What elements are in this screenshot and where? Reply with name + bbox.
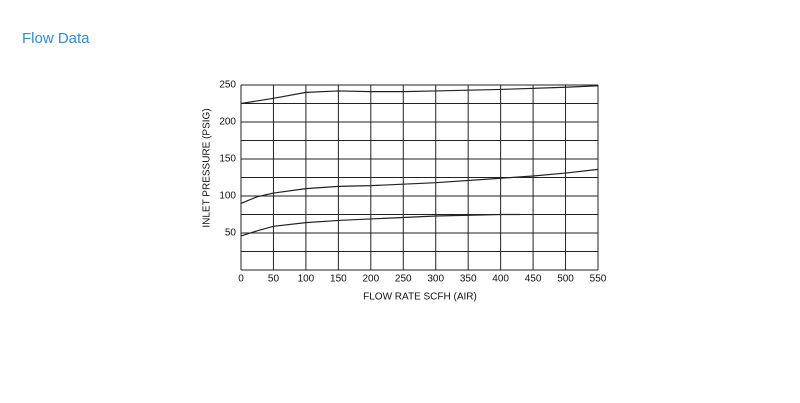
y-tick-label: 200 (219, 117, 236, 128)
x-tick-label: 500 (557, 274, 574, 285)
y-axis-label: INLET PRESSURE (PSIG) (202, 108, 213, 227)
x-tick-label: 350 (460, 274, 477, 285)
x-tick-label: 400 (492, 274, 509, 285)
y-tick-label: 250 (219, 80, 236, 91)
x-tick-label: 550 (590, 274, 607, 285)
x-tick-label: 200 (362, 274, 379, 285)
y-tick-label: 50 (225, 228, 237, 239)
x-tick-label: 250 (395, 274, 412, 285)
y-tick-label: 100 (219, 191, 236, 202)
y-tick-label: 150 (219, 154, 236, 165)
x-axis-label: FLOW RATE SCFH (AIR) (363, 292, 477, 303)
x-tick-label: 450 (525, 274, 542, 285)
data-line (240, 213, 521, 237)
x-tick-label: 0 (238, 274, 244, 285)
x-tick-label: 100 (298, 274, 315, 285)
x-tick-label: 300 (427, 274, 444, 285)
data-line (240, 168, 599, 204)
x-tick-label: 50 (268, 274, 280, 285)
x-tick-label: 150 (330, 274, 347, 285)
section-heading: Flow Data (22, 30, 90, 47)
data-line (240, 85, 599, 105)
